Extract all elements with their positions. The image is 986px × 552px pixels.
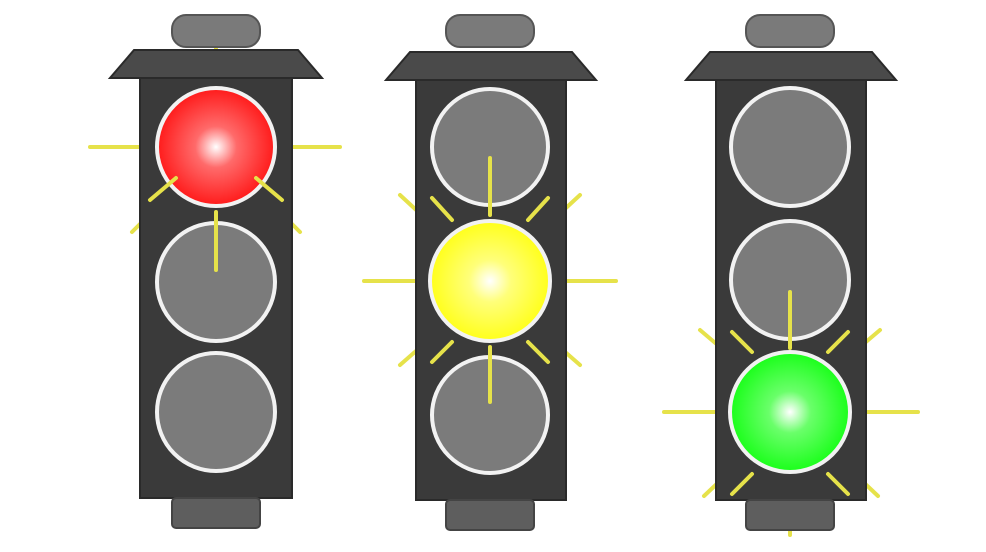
yellow-lamp-rays-front: [430, 156, 550, 404]
top-cap: [171, 14, 261, 48]
red-lamp-rays-front: [148, 176, 284, 272]
red-lamp-off: [729, 86, 851, 208]
bottom-cap: [445, 499, 535, 531]
green-lamp-rays-front: [730, 290, 850, 496]
bottom-cap: [745, 499, 835, 531]
green-lamp-lit: [728, 350, 852, 474]
bottom-cap: [171, 497, 261, 529]
yellow-lamp-lit: [428, 219, 552, 343]
green-lamp-off: [155, 351, 277, 473]
hood: [683, 51, 899, 81]
top-cap: [745, 14, 835, 48]
traffic-light-yellow-on: [362, 14, 618, 531]
red-lamp-lit: [155, 86, 277, 208]
hood: [383, 51, 599, 81]
traffic-light-red-on: [88, 14, 342, 529]
hood: [107, 49, 325, 79]
top-cap: [445, 14, 535, 48]
traffic-light-green-on: [662, 14, 920, 537]
